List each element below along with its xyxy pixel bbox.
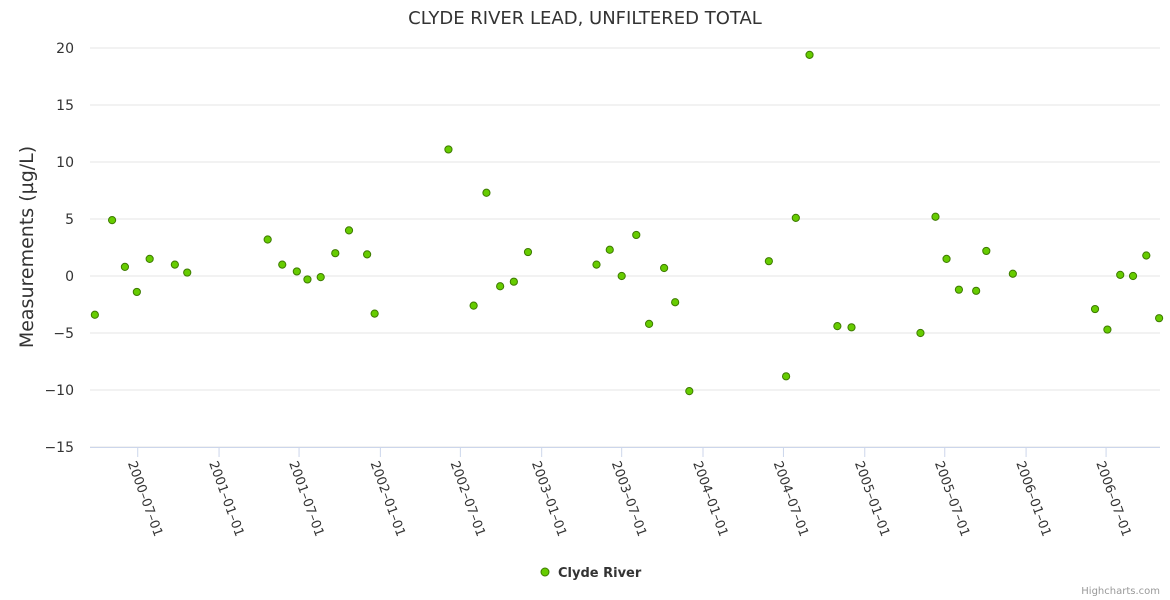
- data-point[interactable]: [1128, 271, 1138, 281]
- data-point[interactable]: [90, 310, 99, 319]
- data-point[interactable]: [605, 245, 614, 254]
- credits: Highcharts.com: [1081, 586, 1160, 597]
- y-tick-label: 15: [56, 98, 74, 114]
- data-point[interactable]: [847, 323, 856, 332]
- data-point[interactable]: [1116, 270, 1125, 279]
- x-tick-label: 2003–07–01: [608, 459, 649, 539]
- x-tick-label: 2006–01–01: [1012, 459, 1053, 539]
- data-point[interactable]: [632, 230, 641, 240]
- x-tick-label: 2004–01–01: [689, 459, 730, 539]
- data-point[interactable]: [509, 277, 518, 286]
- data-point[interactable]: [781, 372, 791, 381]
- x-tick-label: 2005–07–01: [931, 459, 972, 539]
- data-point[interactable]: [1090, 304, 1100, 314]
- data-point[interactable]: [982, 246, 991, 256]
- gridlines: [90, 47, 1160, 448]
- y-axis-ticks: −15 −10 −5 0 5 10 15 20: [44, 41, 74, 456]
- data-point[interactable]: [444, 145, 453, 154]
- data-point[interactable]: [170, 260, 179, 269]
- data-point[interactable]: [107, 216, 117, 225]
- data-point[interactable]: [942, 254, 951, 263]
- data-point[interactable]: [132, 287, 141, 297]
- data-point[interactable]: [370, 309, 379, 318]
- data-point[interactable]: [791, 213, 800, 222]
- data-point[interactable]: [1155, 314, 1164, 323]
- data-point[interactable]: [263, 235, 272, 244]
- y-tick-label: 10: [56, 155, 74, 171]
- data-point[interactable]: [931, 212, 940, 221]
- x-tick-label: 2006–07–01: [1092, 459, 1133, 539]
- data-point[interactable]: [1103, 325, 1112, 334]
- x-tick-label: 2005–01–01: [851, 459, 892, 539]
- data-point[interactable]: [469, 301, 478, 310]
- data-point[interactable]: [1008, 269, 1017, 278]
- data-point[interactable]: [1142, 251, 1151, 260]
- data-point[interactable]: [972, 286, 981, 295]
- data-point[interactable]: [523, 247, 533, 257]
- y-tick-label: 0: [65, 269, 74, 285]
- x-tick-label: 2002–01–01: [367, 459, 408, 539]
- x-tick-label: 2000–07–01: [124, 459, 165, 539]
- x-axis: 2000–07–01 2001–01–01 2001–07–01 2002–01–01…: [90, 447, 1160, 539]
- data-point[interactable]: [660, 263, 669, 273]
- x-tick-label: 2003–01–01: [528, 459, 569, 539]
- x-tick-label: 2001–07–01: [285, 459, 326, 539]
- y-tick-label: 20: [56, 41, 74, 57]
- data-point[interactable]: [916, 328, 925, 338]
- data-point[interactable]: [764, 257, 773, 266]
- legend-marker-icon: [540, 567, 550, 577]
- x-tick-label: 2004–07–01: [770, 459, 811, 539]
- x-tick-label: 2002–07–01: [447, 459, 488, 539]
- y-tick-label: −10: [44, 383, 74, 399]
- data-point[interactable]: [833, 322, 842, 331]
- legend-label[interactable]: Clyde River: [558, 566, 642, 581]
- y-tick-label: −15: [44, 440, 74, 456]
- data-point[interactable]: [303, 275, 312, 284]
- data-point[interactable]: [331, 249, 340, 258]
- data-point[interactable]: [685, 387, 694, 396]
- data-point[interactable]: [120, 262, 130, 271]
- y-tick-label: −5: [53, 326, 74, 342]
- data-point[interactable]: [805, 50, 814, 59]
- legend[interactable]: Clyde River: [540, 566, 642, 581]
- data-point[interactable]: [344, 226, 354, 235]
- data-point[interactable]: [644, 319, 654, 328]
- data-point[interactable]: [183, 268, 192, 277]
- data-point[interactable]: [617, 271, 626, 281]
- data-point[interactable]: [292, 267, 301, 276]
- y-tick-label: 5: [65, 212, 74, 228]
- data-point[interactable]: [954, 285, 964, 294]
- data-point[interactable]: [316, 273, 325, 282]
- data-point[interactable]: [278, 260, 287, 269]
- data-point[interactable]: [592, 260, 601, 269]
- data-point[interactable]: [482, 188, 491, 197]
- data-point[interactable]: [496, 282, 505, 291]
- series-clyde-river: [90, 50, 1164, 396]
- x-tick-label: 2001–01–01: [205, 459, 246, 539]
- data-point[interactable]: [145, 254, 154, 263]
- chart-title: CLYDE RIVER LEAD, UNFILTERED TOTAL: [408, 8, 762, 29]
- data-point[interactable]: [671, 298, 680, 307]
- y-axis-title: Measurements (µg/L): [16, 146, 38, 348]
- data-point[interactable]: [363, 250, 372, 259]
